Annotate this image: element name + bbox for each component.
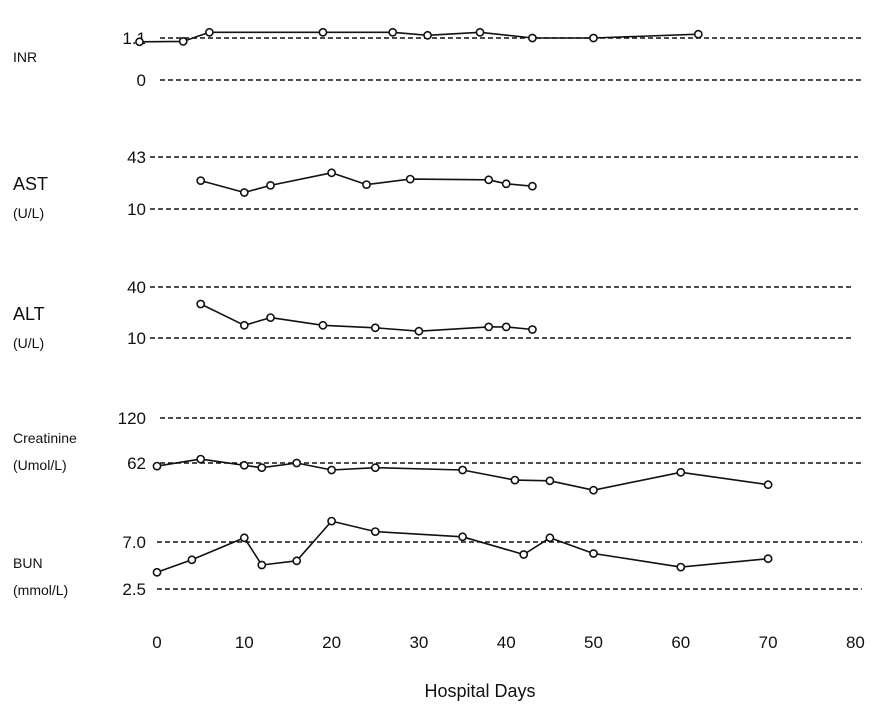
alt-data-point-1 [239,320,249,330]
bun-data-point-0 [152,567,162,577]
inr-data-point-7 [528,33,537,43]
inr-data-point-5 [423,30,432,40]
x-tick-label-70: 70 [759,633,778,652]
x-tick-label-50: 50 [584,633,603,652]
x-tick-label-60: 60 [671,633,690,652]
inr-data-point-1 [178,37,188,46]
x-axis: 0 10 20 30 40 50 60 70 80 [152,633,865,652]
creatinine-data-point-3 [257,463,267,473]
alt-reference-label-lower: 10 [127,329,146,348]
x-tick-label-40: 40 [497,633,516,652]
alt-data-point-3 [318,320,328,330]
bun-data-point-4 [292,556,302,566]
bun-label: BUN [13,555,43,571]
creatinine-data-point-9 [545,476,555,486]
inr-data-point-0 [135,37,144,47]
bun-data-point-1 [187,555,197,565]
x-tick-label-20: 20 [322,633,341,652]
chart-panels: 1.1 0 INR 43 10 AST (U/L) 40 10 ALT (U/L) 120 62 Crea… [13,27,862,599]
creatinine-panel: 120 62 Creatinine (Umol/L) [13,409,862,495]
x-tick-label-30: 30 [409,633,428,652]
alt-data-point-5 [414,326,424,336]
x-axis-label: Hospital Days [424,681,535,701]
bun-series-line [156,520,769,574]
creatinine-label: Creatinine [13,430,77,446]
bun-reference-label-upper: 7.0 [122,533,146,552]
inr-series-line [139,31,699,43]
alt-series-line [200,303,533,333]
creatinine-data-point-8 [510,475,520,485]
ast-data-point-1 [239,188,249,197]
creatinine-data-point-5 [327,465,336,475]
ast-reference-label-lower: 10 [127,200,146,219]
creatinine-data-point-7 [458,465,467,475]
alt-panel: 40 10 ALT (U/L) [13,278,852,351]
bun-data-point-12 [763,554,773,564]
bun-data-point-7 [458,532,467,542]
inr-label: INR [13,49,37,65]
x-tick-label-0: 0 [152,633,161,652]
alt-data-point-6 [484,322,494,332]
ast-panel: 43 10 AST (U/L) [13,148,858,221]
bun-data-point-10 [589,549,598,558]
ast-label: AST [13,174,48,194]
alt-data-point-7 [501,322,511,332]
creatinine-data-point-0 [152,461,162,471]
inr-data-point-6 [475,27,485,37]
alt-data-point-4 [370,323,380,333]
x-tick-label-10: 10 [235,633,254,652]
alt-unit-label: (U/L) [13,335,44,351]
inr-reference-label-upper: 1.1 [122,29,146,48]
creatinine-data-point-1 [196,454,206,464]
bun-unit-label: (mmol/L) [13,582,68,598]
bun-reference-label-lower: 2.5 [122,580,146,599]
creatinine-unit-label: (Umol/L) [13,457,67,473]
inr-data-point-2 [204,27,214,37]
bun-data-point-6 [370,527,380,536]
alt-data-point-2 [266,313,275,322]
ast-data-point-2 [266,180,275,190]
creatinine-data-point-11 [676,467,686,477]
alt-reference-label-upper: 40 [127,278,146,297]
ast-data-point-6 [484,175,494,185]
ast-unit-label: (U/L) [13,205,44,221]
alt-label: ALT [13,304,45,324]
ast-data-point-5 [405,174,415,184]
creatinine-series-line [156,458,769,492]
bun-data-point-5 [327,516,336,526]
creatinine-data-point-12 [763,480,773,490]
inr-data-point-3 [318,27,328,37]
bun-panel: 7.0 2.5 BUN (mmol/L) [13,516,862,599]
bun-data-point-9 [545,533,555,543]
bun-data-point-3 [257,560,267,570]
alt-data-point-8 [528,325,537,334]
creatinine-data-point-10 [589,485,598,495]
bun-data-point-11 [676,562,686,572]
inr-panel: 1.1 0 INR [13,27,862,90]
ast-data-point-4 [362,180,371,189]
bun-data-point-8 [519,550,529,559]
creatinine-data-point-4 [292,458,302,468]
inr-data-point-9 [693,29,703,39]
ast-data-point-0 [196,176,206,185]
inr-data-point-4 [388,27,398,37]
ast-data-point-3 [327,168,336,178]
creatinine-reference-label-lower: 62 [127,454,146,473]
ast-data-point-7 [501,179,511,189]
ast-reference-label-upper: 43 [127,148,146,167]
ast-data-point-8 [528,181,537,191]
creatinine-reference-label-upper: 120 [118,409,146,428]
inr-reference-label-lower: 0 [137,71,146,90]
bun-data-point-2 [239,533,249,543]
creatinine-data-point-6 [370,463,380,473]
alt-data-point-0 [196,299,206,309]
x-tick-label-80: 80 [846,633,865,652]
inr-data-point-8 [589,33,598,43]
creatinine-data-point-2 [239,460,249,470]
